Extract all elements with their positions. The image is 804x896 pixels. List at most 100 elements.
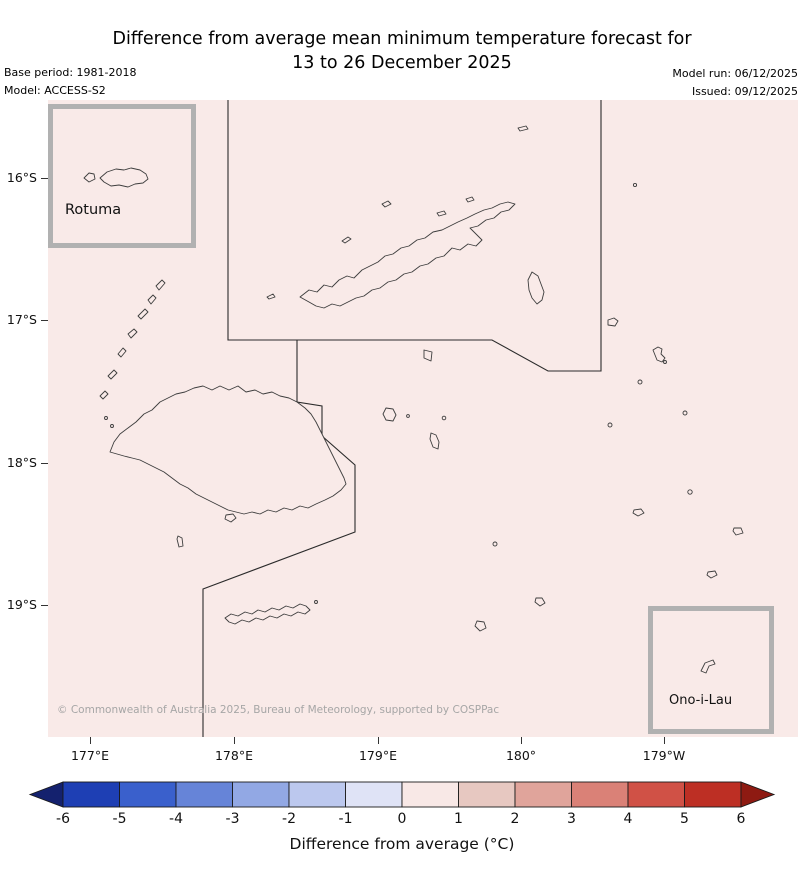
small-island	[406, 414, 410, 418]
small-island	[474, 620, 487, 632]
colorbar-tick-label: -4	[169, 811, 183, 827]
eez-boundary-lines	[202, 100, 602, 737]
island-gau	[429, 432, 440, 450]
colorbar-segment	[345, 781, 403, 808]
small-island	[441, 415, 447, 421]
island-taveuni	[527, 271, 545, 305]
island-outlines	[99, 125, 744, 632]
small-island	[147, 294, 157, 305]
colorbar-tick-label: 5	[680, 811, 689, 827]
colorbar-tick-label: 4	[623, 811, 633, 827]
colorbar-tick-labels: -6 -5 -4 -3 -2 -1 0 1 2 3 4 5 6	[0, 811, 804, 829]
lon-label: 177°E	[70, 748, 109, 763]
colorbar-tick-label: -1	[338, 811, 353, 827]
small-island	[706, 570, 718, 579]
small-island	[155, 279, 166, 291]
colorbar-tick-label: 1	[454, 811, 463, 827]
colorbar-segment	[514, 781, 572, 808]
lon-label: 179°W	[642, 748, 686, 763]
small-island	[104, 416, 108, 420]
title-line-2: 13 to 26 December 2025	[292, 53, 512, 73]
lon-label: 178°E	[214, 748, 253, 763]
rotuma-inset-box: Rotuma	[48, 104, 196, 248]
lat-label: 16°S	[6, 170, 37, 185]
page-title: Difference from average mean minimum tem…	[0, 27, 804, 75]
island-viti-levu	[109, 385, 347, 515]
lat-tick-mark	[41, 605, 48, 607]
island-rotuma	[99, 167, 149, 188]
model-run-text: Model run: 06/12/2025	[672, 67, 798, 80]
issued-text: Issued: 09/12/2025	[691, 85, 798, 98]
small-island	[682, 410, 688, 416]
colorbar-segment	[232, 781, 290, 808]
island-vatulele	[176, 535, 184, 548]
island-rotuma-islet	[83, 172, 96, 183]
colorbar	[28, 781, 776, 808]
lon-tick-mark	[521, 737, 523, 744]
small-island	[687, 489, 693, 495]
lon-label: 179°E	[358, 748, 397, 763]
lat-label: 19°S	[6, 597, 37, 612]
colorbar-tick-label: -6	[56, 811, 70, 827]
colorbar-segment	[627, 781, 685, 808]
small-island	[637, 379, 643, 385]
colorbar-segment	[62, 781, 120, 808]
ono-i-lau-island-svg	[700, 659, 716, 674]
lon-tick-mark	[90, 737, 92, 744]
rotuma-label: Rotuma	[65, 202, 122, 218]
small-island	[137, 308, 149, 320]
ono-i-lau-inset-box: Ono-i-Lau	[648, 606, 774, 734]
small-island	[436, 210, 447, 217]
small-island	[732, 527, 744, 536]
colorbar-tick-label: 6	[736, 811, 746, 827]
model-text: Model: ACCESS-S2	[4, 84, 106, 97]
rotuma-island-svg	[83, 167, 149, 188]
small-island	[341, 236, 352, 244]
colorbar-segment	[288, 781, 346, 808]
lat-tick-mark	[41, 320, 48, 322]
colorbar-right-arrow	[740, 781, 776, 808]
colorbar-left-arrow	[28, 781, 64, 808]
island-kadavu	[224, 603, 311, 625]
copyright-text: © Commonwealth of Australia 2025, Bureau…	[57, 704, 500, 716]
small-island	[534, 597, 546, 607]
base-period-text: Base period: 1981-2018	[4, 66, 137, 79]
colorbar-tick-label: 2	[510, 811, 520, 827]
island-beqa	[224, 513, 237, 523]
island-ovalau	[382, 407, 397, 422]
colorbar-tick-label: -2	[282, 811, 296, 827]
island-koro	[423, 349, 433, 362]
small-island	[107, 369, 118, 380]
small-island	[314, 600, 318, 604]
small-island	[381, 200, 392, 208]
lon-label: 180°	[505, 748, 537, 763]
small-island	[632, 508, 645, 517]
small-island	[517, 125, 529, 132]
small-island	[652, 346, 666, 363]
lon-tick-mark	[234, 737, 236, 744]
small-island	[266, 293, 276, 300]
colorbar-segment	[401, 781, 459, 808]
eez-boundary-west	[202, 340, 356, 737]
colorbar-segment	[684, 781, 742, 808]
map-area: Rotuma Ono-i-Lau © Commonwealth of Austr…	[48, 100, 798, 737]
colorbar-segment	[119, 781, 177, 808]
small-island	[607, 422, 613, 428]
colorbar-segment	[458, 781, 516, 808]
colorbar-segment	[175, 781, 233, 808]
lon-tick-mark	[664, 737, 666, 744]
small-island	[99, 390, 109, 400]
small-island	[110, 424, 114, 428]
small-island	[465, 196, 475, 203]
meta-left: Base period: 1981-2018 Model: ACCESS-S2	[4, 64, 136, 100]
colorbar-tick-label: 0	[397, 811, 407, 827]
colorbar-axis-label: Difference from average (°C)	[289, 835, 515, 853]
small-island	[127, 328, 138, 339]
fiji-map-svg	[99, 100, 744, 737]
lat-label: 17°S	[6, 312, 37, 327]
ono-i-lau-label: Ono-i-Lau	[669, 693, 733, 708]
meta-right: Model run: 06/12/2025 Issued: 09/12/2025	[672, 65, 798, 101]
lon-tick-mark	[378, 737, 380, 744]
colorbar-tick-label: 3	[567, 811, 576, 827]
